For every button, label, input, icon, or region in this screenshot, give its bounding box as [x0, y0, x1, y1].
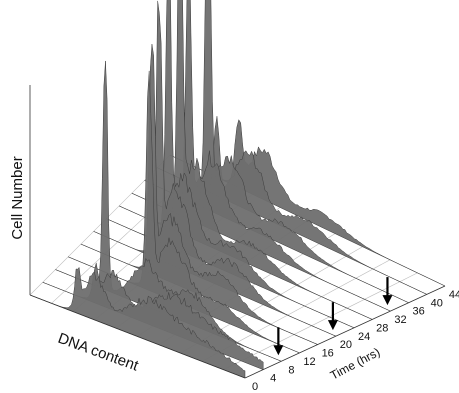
y-axis-label: Cell Number: [9, 156, 26, 239]
time-tick-label: 24: [358, 331, 370, 343]
arrow-marker: [327, 302, 338, 331]
time-tick-label: 44: [449, 289, 459, 301]
histogram-series: [29, 0, 446, 379]
x-axis-label: DNA content: [56, 330, 142, 375]
time-axis-line: [244, 285, 446, 379]
time-tick-label: 40: [431, 297, 443, 309]
histogram-t0: [29, 266, 246, 379]
time-tick-label: 16: [322, 348, 334, 360]
histogram-t16: [80, 44, 318, 345]
time-arrows: [273, 277, 393, 356]
time-tick-label: 8: [288, 364, 294, 376]
time-tick-label: 28: [376, 323, 388, 335]
axes: [29, 85, 446, 379]
arrow-marker: [382, 277, 393, 306]
time-axis-label: Time (hrs): [328, 345, 382, 383]
time-tick-label: 20: [340, 339, 352, 351]
time-tick-label: 32: [394, 314, 406, 326]
time-tick-label: 12: [303, 356, 315, 368]
x-axis-line: [29, 294, 246, 379]
time-tick-labels: 048 12 16 20 24 28 32 36 40 44: [252, 289, 459, 393]
grid-line-content: [223, 272, 418, 370]
time-tick-label: 36: [412, 306, 424, 318]
time-tick-label: 4: [270, 373, 276, 385]
time-tick-label: 0: [252, 381, 258, 393]
arrow-marker: [273, 327, 284, 356]
